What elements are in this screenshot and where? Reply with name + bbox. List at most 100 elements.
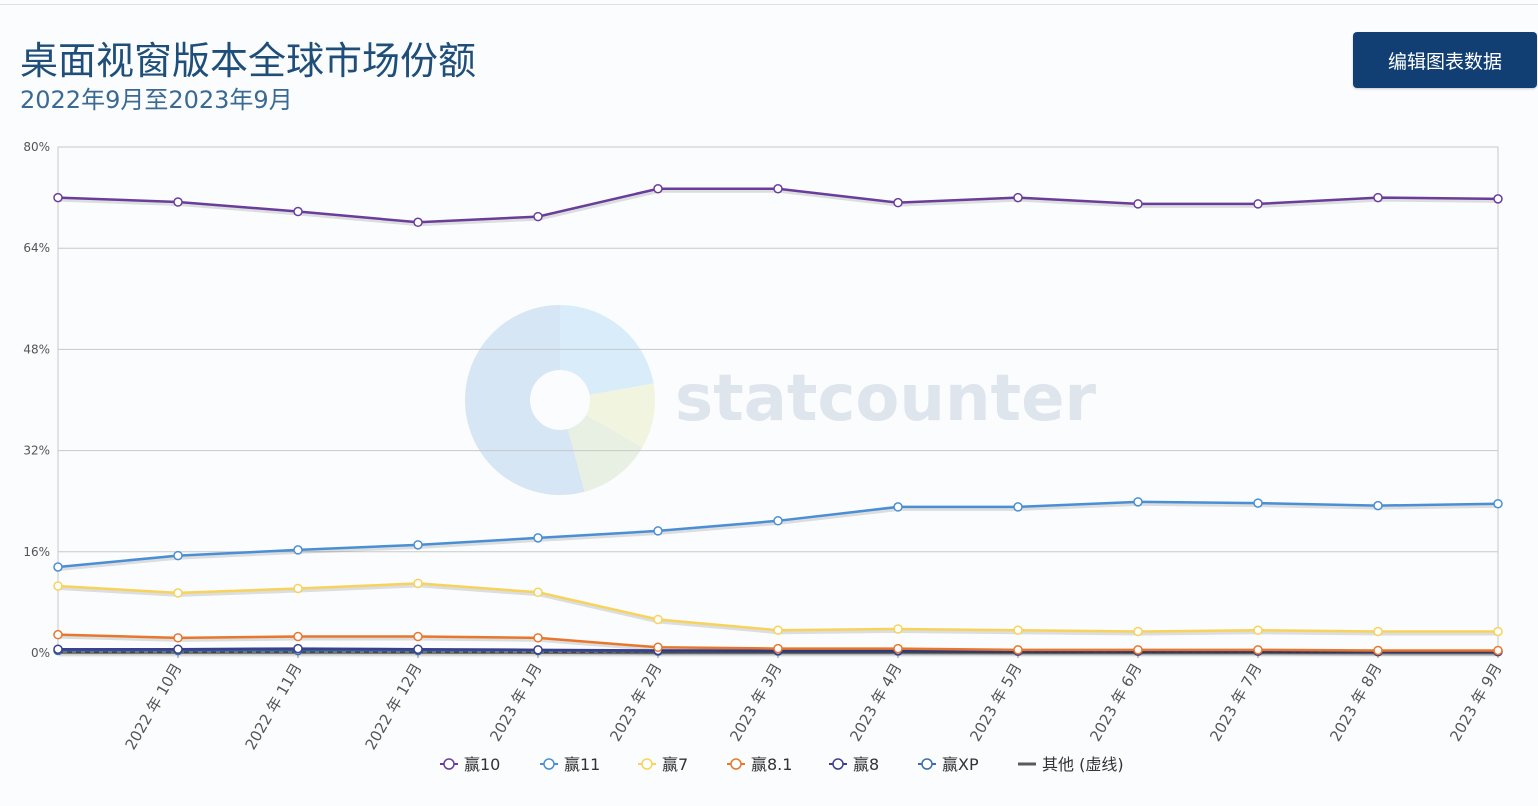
legend-circle-marker (832, 758, 844, 770)
data-point[interactable] (1493, 194, 1503, 204)
x-tick-label: 2023 年 9月 (1446, 660, 1505, 745)
data-point[interactable] (1493, 498, 1503, 509)
watermark-logo-segment (585, 383, 655, 448)
top-divider (0, 4, 1538, 5)
data-point[interactable] (1253, 645, 1263, 655)
data-point[interactable] (53, 562, 63, 572)
data-point[interactable] (773, 625, 783, 635)
data-point[interactable] (533, 211, 543, 222)
y-tick-label: 64% (23, 241, 50, 255)
data-point[interactable] (1493, 645, 1503, 656)
x-axis: 2022 年 10月 2022 年 11月 2022 年 12月 2023 年 1月 2… (121, 653, 1505, 753)
data-point[interactable] (533, 633, 543, 643)
data-point[interactable] (1133, 497, 1143, 507)
data-point[interactable] (293, 583, 303, 594)
y-tick-label: 80% (23, 140, 50, 154)
x-tick-label: 2022 年 10月 (121, 660, 185, 753)
data-point[interactable] (1373, 645, 1383, 656)
data-point[interactable] (173, 550, 183, 561)
legend-item[interactable]: 赢8 (829, 755, 879, 774)
data-point[interactable] (173, 588, 183, 598)
data-point[interactable] (653, 614, 663, 625)
data-point[interactable] (1373, 626, 1383, 637)
legend-label: 赢7 (662, 755, 688, 774)
legend-label: 其他 (虚线) (1042, 755, 1124, 774)
y-tick-label: 16% (23, 545, 50, 559)
data-point[interactable] (413, 540, 423, 550)
edit-chart-data-button[interactable]: 编辑图表数据 (1353, 32, 1537, 88)
series-line (57, 500, 1499, 569)
data-point[interactable] (893, 197, 903, 208)
data-point[interactable] (893, 643, 903, 654)
data-point[interactable] (773, 643, 783, 654)
chart-gridlines (57, 146, 1499, 654)
data-point[interactable] (1253, 199, 1263, 209)
y-tick-label: 48% (23, 342, 50, 356)
data-point[interactable] (1133, 199, 1143, 209)
data-point[interactable] (53, 629, 63, 640)
data-point[interactable] (1493, 626, 1503, 637)
data-point[interactable] (1253, 498, 1263, 508)
legend-circle-marker (641, 758, 653, 770)
data-point[interactable] (173, 644, 183, 654)
data-point[interactable] (1013, 625, 1023, 635)
data-point[interactable] (53, 192, 63, 203)
legend-item[interactable]: 赢7 (638, 755, 688, 774)
x-tick-label: 2023 年 8月 (1326, 660, 1385, 745)
data-point[interactable] (533, 587, 543, 598)
data-point[interactable] (1133, 626, 1143, 637)
watermark-logo-segment (567, 415, 643, 492)
data-point[interactable] (413, 217, 423, 228)
data-point[interactable] (1253, 625, 1263, 635)
x-tick-label: 2023 年 4月 (846, 660, 905, 745)
legend-circle-marker (543, 758, 555, 770)
data-point[interactable] (293, 206, 303, 217)
legend-item[interactable]: 其他 (虚线) (1018, 755, 1124, 774)
legend-item[interactable]: 赢11 (540, 755, 600, 774)
data-point[interactable] (173, 197, 183, 207)
data-point[interactable] (173, 633, 183, 643)
page-title: 桌面视窗版本全球市场份额 (20, 39, 477, 83)
legend-circle-marker (730, 758, 742, 770)
legend-item[interactable]: 赢XP (918, 755, 979, 774)
data-point[interactable] (293, 643, 303, 654)
data-point[interactable] (773, 516, 783, 526)
data-point[interactable] (533, 533, 543, 543)
data-point[interactable] (653, 642, 663, 653)
data-point[interactable] (1373, 192, 1383, 203)
data-point[interactable] (1013, 645, 1023, 655)
x-tick-label: 2023 年 7月 (1206, 660, 1265, 745)
legend-label: 赢10 (464, 755, 500, 774)
data-point[interactable] (533, 645, 543, 655)
chart-series (53, 183, 1503, 657)
data-point[interactable] (653, 183, 663, 194)
data-point[interactable] (53, 581, 63, 591)
x-tick-label: 2023 年 3月 (726, 660, 785, 745)
legend-label: 赢8 (853, 755, 879, 774)
data-point[interactable] (773, 183, 783, 194)
data-point[interactable] (293, 545, 303, 555)
watermark-text: statcounter (675, 362, 1097, 436)
data-point[interactable] (413, 631, 423, 642)
data-point[interactable] (293, 631, 303, 642)
legend-item[interactable]: 赢8.1 (727, 755, 792, 774)
series-line-shadow (58, 188, 1500, 227)
data-point[interactable] (413, 578, 423, 589)
data-point[interactable] (893, 624, 903, 634)
data-point[interactable] (1013, 502, 1023, 512)
data-point[interactable] (893, 502, 903, 512)
series-1 (53, 497, 1503, 572)
data-point[interactable] (53, 644, 63, 654)
data-point[interactable] (413, 644, 423, 654)
legend-item[interactable]: 赢10 (440, 755, 500, 774)
series-3 (53, 629, 1503, 656)
y-axis: 0% 16% 32% 48% 64% 80% (23, 140, 50, 660)
data-point[interactable] (1373, 500, 1383, 511)
data-point[interactable] (1013, 192, 1023, 203)
data-point[interactable] (653, 526, 663, 536)
x-tick-label: 2023 年 2月 (606, 660, 665, 745)
x-tick-label: 2023 年 1月 (486, 660, 545, 745)
legend-circle-marker (443, 758, 455, 770)
data-point[interactable] (1133, 645, 1143, 655)
y-tick-label: 0% (31, 646, 50, 660)
